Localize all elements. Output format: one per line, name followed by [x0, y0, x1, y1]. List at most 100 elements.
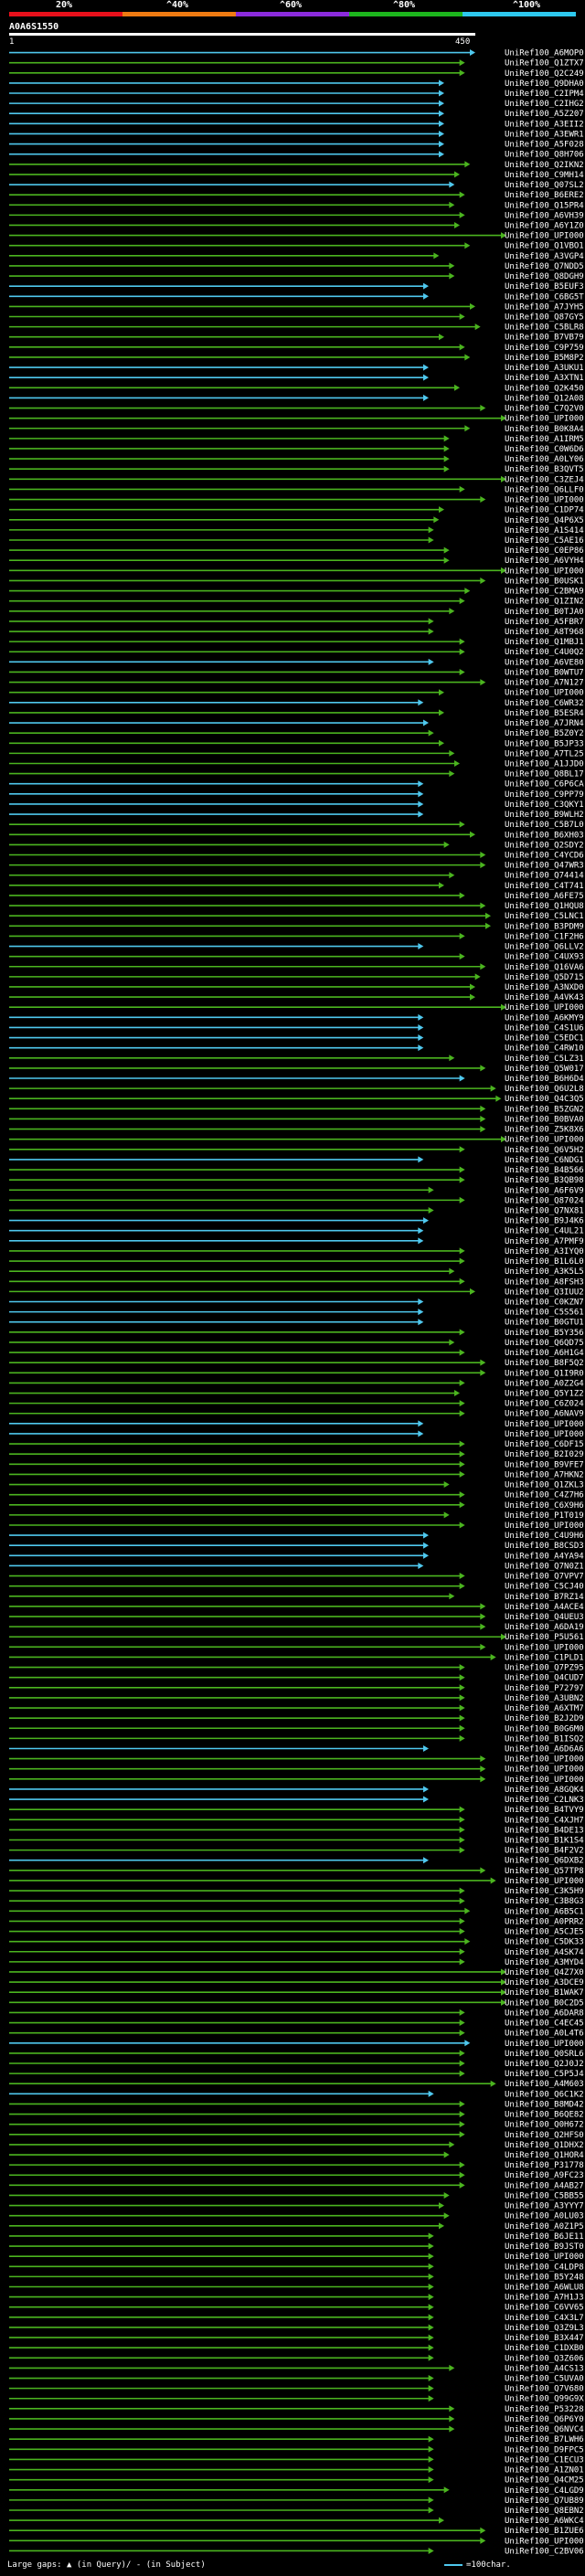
hit-label[interactable]: UniRef100_B9JST0: [505, 2242, 584, 2252]
hit-label[interactable]: UniRef100_A3UBN2: [505, 1694, 584, 1703]
hit-label[interactable]: UniRef100_Q2SDY2: [505, 841, 584, 850]
hit-label[interactable]: UniRef100_B3PDM9: [505, 922, 584, 931]
hit-label[interactable]: UniRef100_C2LNK3: [505, 1796, 584, 1805]
hit-label[interactable]: UniRef100_C4U0Q2: [505, 648, 584, 657]
hit-label[interactable]: UniRef100_UPI000...: [505, 1136, 585, 1145]
hit-label[interactable]: UniRef100_A3IYQ0: [505, 1247, 584, 1256]
hit-label[interactable]: UniRef100_B1WAK7: [505, 1988, 584, 1998]
hit-label[interactable]: UniRef100_A5Z207: [505, 110, 584, 119]
hit-label[interactable]: UniRef100_P72797: [505, 1684, 584, 1693]
hit-label[interactable]: UniRef100_B6XH03: [505, 831, 584, 840]
hit-label[interactable]: UniRef100_B1K1S4: [505, 1837, 584, 1846]
hit-label[interactable]: UniRef100_D9FPC5: [505, 2445, 584, 2454]
hit-label[interactable]: UniRef100_A4YA94: [505, 1552, 584, 1561]
hit-label[interactable]: UniRef100_Q2IKN2: [505, 161, 584, 170]
hit-label[interactable]: UniRef100_C2IPM4: [505, 90, 584, 99]
hit-label[interactable]: UniRef100_A8FSH3: [505, 1277, 584, 1287]
hit-label[interactable]: UniRef100_A3YYY7: [505, 2202, 584, 2211]
hit-label[interactable]: UniRef100_C6NDG1: [505, 1156, 584, 1165]
hit-label[interactable]: UniRef100_C0KZN7: [505, 1299, 584, 1308]
hit-label[interactable]: UniRef100_A7TL25: [505, 749, 584, 758]
hit-label[interactable]: UniRef100_UPI000...: [505, 1420, 585, 1429]
hit-label[interactable]: UniRef100_UPI000...: [505, 415, 585, 424]
hit-label[interactable]: UniRef100_B4TVY9: [505, 1806, 584, 1815]
hit-label[interactable]: UniRef100_B7LWH6: [505, 2435, 584, 2444]
hit-label[interactable]: UniRef100_B5M8P2: [505, 354, 584, 363]
hit-label[interactable]: UniRef100_C5EDC1: [505, 1034, 584, 1044]
hit-label[interactable]: UniRef100_Q3Z606: [505, 2354, 584, 2363]
hit-label[interactable]: UniRef100_A1ZN01: [505, 2466, 584, 2475]
hit-label[interactable]: UniRef100_B0K8A4: [505, 425, 584, 434]
hit-label[interactable]: UniRef100_A6XTM7: [505, 1704, 584, 1713]
hit-label[interactable]: UniRef100_C5DK33: [505, 1938, 584, 1947]
hit-label[interactable]: UniRef100_B0GTU1: [505, 1319, 584, 1328]
hit-label[interactable]: UniRef100_B4F2V2: [505, 1847, 584, 1856]
hit-label[interactable]: UniRef100_Q1I9R0: [505, 1369, 584, 1378]
hit-label[interactable]: UniRef100_C7Q2V0: [505, 405, 584, 414]
hit-label[interactable]: UniRef100_Q16VA6: [505, 963, 584, 972]
hit-label[interactable]: UniRef100_A6H1G4: [505, 1349, 584, 1358]
hit-label[interactable]: UniRef100_C4S1U6: [505, 1023, 584, 1033]
hit-label[interactable]: UniRef100_Q6P6Y0: [505, 2415, 584, 2424]
hit-label[interactable]: UniRef100_UPI000...: [505, 1755, 585, 1765]
hit-label[interactable]: UniRef100_Q4Z7X0: [505, 1968, 584, 1977]
hit-label[interactable]: UniRef100_Q99G9X: [505, 2395, 584, 2404]
hit-label[interactable]: UniRef100_Q2C249: [505, 69, 584, 79]
hit-label[interactable]: UniRef100_A4AB27: [505, 2181, 584, 2190]
hit-label[interactable]: UniRef100_A4SK74: [505, 1948, 584, 1957]
hit-label[interactable]: UniRef100_Q1DHX2: [505, 2141, 584, 2150]
hit-label[interactable]: UniRef100_B3QB98: [505, 1176, 584, 1185]
hit-label[interactable]: UniRef100_B5Z0Y2: [505, 729, 584, 738]
hit-label[interactable]: UniRef100_Q7UB89: [505, 2496, 584, 2506]
hit-label[interactable]: UniRef100_C4U9H6: [505, 1532, 584, 1541]
hit-label[interactable]: UniRef100_C9P759: [505, 344, 584, 353]
hit-label[interactable]: UniRef100_B8MD42: [505, 2100, 584, 2109]
hit-label[interactable]: UniRef100_C1DXB0: [505, 2344, 584, 2353]
hit-label[interactable]: UniRef100_C1PLD1: [505, 1653, 584, 1662]
hit-label[interactable]: UniRef100_B9VFE7: [505, 1460, 584, 1469]
hit-label[interactable]: UniRef100_UPI000...: [505, 2253, 585, 2262]
hit-label[interactable]: UniRef100_C3ZEJ4: [505, 475, 584, 484]
hit-label[interactable]: UniRef100_C5BB55: [505, 2191, 584, 2200]
hit-label[interactable]: UniRef100_C4T741: [505, 882, 584, 891]
hit-label[interactable]: UniRef100_B5JP33: [505, 739, 584, 748]
hit-label[interactable]: UniRef100_Q3IUU2: [505, 1288, 584, 1297]
hit-label[interactable]: UniRef100_B7VB79: [505, 334, 584, 343]
hit-label[interactable]: UniRef100_B5EUF3: [505, 282, 584, 292]
hit-label[interactable]: UniRef100_Q4C3Q5: [505, 1095, 584, 1104]
hit-label[interactable]: UniRef100_Q8H706: [505, 151, 584, 160]
hit-label[interactable]: UniRef100_A0Z2G4: [505, 1379, 584, 1388]
hit-label[interactable]: UniRef100_A3XTN1: [505, 374, 584, 383]
hit-label[interactable]: UniRef100_C5AE16: [505, 536, 584, 546]
hit-label[interactable]: UniRef100_C9MH14: [505, 171, 584, 180]
hit-label[interactable]: UniRef100_Q7NX81: [505, 1206, 584, 1215]
hit-label[interactable]: UniRef100_A3UKU1: [505, 364, 584, 373]
hit-label[interactable]: UniRef100_C4UX93: [505, 953, 584, 962]
hit-label[interactable]: UniRef100_C6WR32: [505, 699, 584, 708]
hit-label[interactable]: UniRef100_UPI000...: [505, 232, 585, 241]
hit-label[interactable]: UniRef100_C1DP74: [505, 506, 584, 515]
hit-label[interactable]: UniRef100_A6B5C1: [505, 1907, 584, 1916]
hit-label[interactable]: UniRef100_A3MYD4: [505, 1958, 584, 1967]
hit-label[interactable]: UniRef100_A6VE80: [505, 658, 584, 667]
hit-label[interactable]: UniRef100_B0TJA0: [505, 608, 584, 617]
hit-label[interactable]: UniRef100_Q8BL17: [505, 770, 584, 779]
hit-label[interactable]: UniRef100_P53228: [505, 2405, 584, 2414]
hit-label[interactable]: UniRef100_Q2J0J2: [505, 2060, 584, 2069]
hit-label[interactable]: UniRef100_A0PRR2: [505, 1917, 584, 1926]
hit-label[interactable]: UniRef100_Q6QD75: [505, 1339, 584, 1348]
hit-label[interactable]: UniRef100_UPI000...: [505, 496, 585, 505]
hit-label[interactable]: UniRef100_C3K5H9: [505, 1887, 584, 1896]
hit-label[interactable]: UniRef100_Q6V5H2: [505, 1146, 584, 1155]
hit-label[interactable]: UniRef100_C4UL21: [505, 1227, 584, 1236]
hit-label[interactable]: UniRef100_UPI000...: [505, 567, 585, 576]
hit-label[interactable]: UniRef100_B0USK1: [505, 577, 584, 586]
hit-label[interactable]: UniRef100_Q7NDD5: [505, 262, 584, 271]
hit-label[interactable]: UniRef100_C6Z024: [505, 1400, 584, 1409]
hit-label[interactable]: UniRef100_A6Y1Z0: [505, 221, 584, 230]
hit-label[interactable]: UniRef100_Q7VPV7: [505, 1573, 584, 1582]
hit-label[interactable]: UniRef100_C6P6CA: [505, 780, 584, 790]
hit-label[interactable]: UniRef100_Q87GY5: [505, 313, 584, 323]
hit-label[interactable]: UniRef100_C5BLR8: [505, 323, 584, 333]
hit-label[interactable]: UniRef100_A6WLU8: [505, 2283, 584, 2292]
